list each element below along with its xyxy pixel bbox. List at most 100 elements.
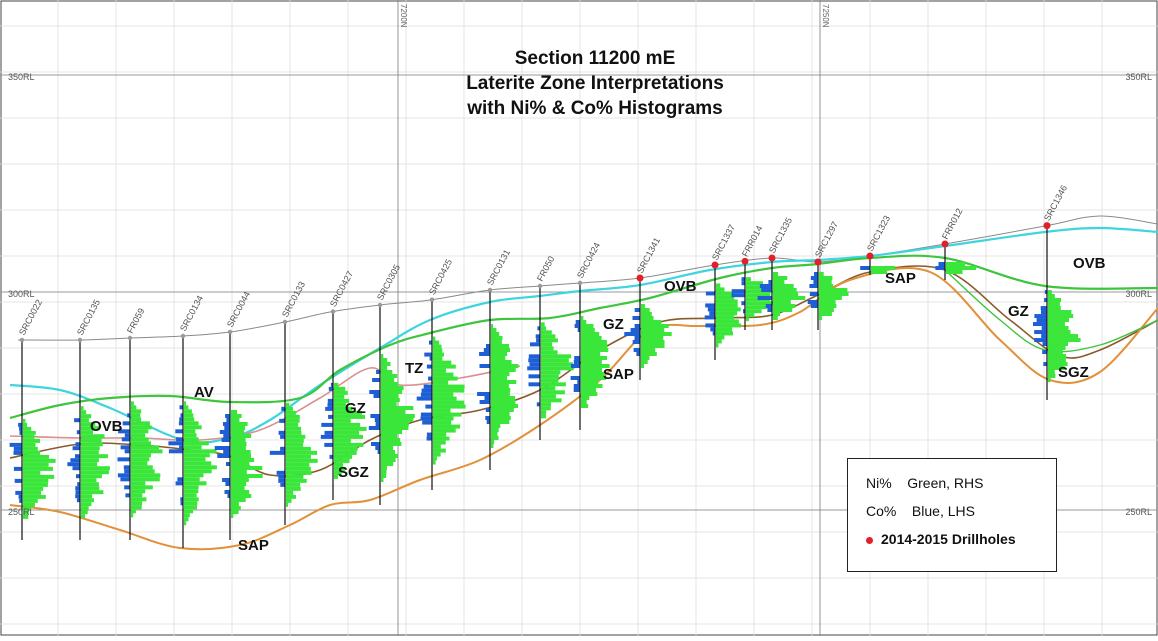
ni-histogram-bar: [491, 440, 495, 444]
ni-histogram-bar: [334, 450, 357, 455]
ni-histogram-bar: [286, 414, 300, 419]
co-histogram-bar: [807, 300, 818, 304]
co-histogram-bar: [530, 342, 540, 347]
co-histogram-bar: [281, 406, 285, 411]
ni-histogram-bar: [286, 434, 306, 439]
ni-histogram-bar: [641, 340, 665, 344]
ni-histogram-bar: [23, 418, 26, 423]
collar-marker: [487, 287, 493, 293]
co-histogram-bar: [327, 398, 333, 403]
co-histogram-bar: [178, 421, 183, 426]
collar-marker: [537, 283, 543, 289]
ni-histogram-bar: [81, 470, 109, 475]
ni-histogram-bar: [184, 505, 197, 510]
ni-histogram-bar: [581, 320, 587, 324]
drillhole-label: FRR014: [740, 224, 765, 258]
ni-histogram-bar: [231, 490, 250, 494]
ni-histogram-bar: [773, 276, 788, 280]
ni-histogram-bar: [131, 509, 136, 514]
ni-histogram-bar: [641, 348, 656, 352]
ni-histogram-bar: [23, 486, 44, 491]
ni-histogram-bar: [1048, 302, 1060, 307]
co-histogram-bar: [528, 382, 540, 387]
co-histogram-bar: [13, 466, 22, 471]
co-histogram-bar: [535, 334, 540, 339]
co-histogram-bar: [426, 432, 432, 437]
ni-histogram-bar: [716, 331, 733, 336]
ni-histogram-bar: [716, 303, 738, 308]
ni-histogram-bar: [581, 360, 602, 364]
co-histogram-bar: [761, 288, 772, 292]
co-histogram-bar: [809, 284, 818, 288]
ni-histogram-bar: [381, 362, 391, 366]
ni-histogram-bar: [131, 465, 153, 470]
collar-marker: [227, 329, 233, 335]
co-histogram-bar: [1041, 310, 1047, 315]
ni-histogram-bar: [184, 497, 199, 502]
ni-histogram-bar: [81, 462, 98, 467]
ni-histogram-bar: [81, 410, 87, 415]
co-histogram-bar: [19, 426, 22, 431]
ni-histogram-bar: [491, 356, 506, 360]
ni-histogram-bar: [433, 396, 457, 401]
ni-histogram-bar: [641, 312, 652, 316]
drillhole-label: SRC1346: [1042, 183, 1069, 222]
co-histogram-bar: [328, 386, 333, 391]
ni-histogram-bar: [184, 521, 187, 526]
zone-label-sap-left: SAP: [238, 537, 269, 554]
ni-histogram-bar: [491, 416, 511, 420]
ni-histogram-bar: [746, 289, 772, 294]
ni-histogram-bar: [334, 410, 362, 415]
ni-histogram-bar: [433, 368, 446, 373]
ni-histogram-bar: [231, 498, 246, 502]
ni-histogram-bar: [381, 466, 387, 470]
co-histogram-bar: [179, 445, 183, 450]
co-histogram-bar: [75, 454, 80, 459]
drillhole: SRC1297: [807, 220, 849, 330]
ni-histogram-bar: [581, 344, 608, 348]
ni-histogram-bar: [746, 313, 755, 318]
ni-histogram-bar: [581, 388, 596, 392]
co-histogram-bar: [13, 450, 22, 455]
co-histogram-bar: [321, 422, 333, 427]
zone-label-sgz-mid: SGZ: [338, 464, 369, 481]
co-histogram-bar: [709, 311, 715, 316]
ni-histogram-bar: [184, 509, 194, 514]
ni-histogram-bar: [184, 501, 198, 506]
ni-histogram-bar: [1048, 354, 1067, 359]
co-histogram-bar: [574, 356, 580, 360]
section-title: Section 11200 mE Laterite Zone Interpret…: [420, 46, 770, 121]
co-histogram-bar: [278, 430, 285, 435]
ni-histogram-bar: [184, 449, 217, 454]
co-histogram-bar: [13, 446, 22, 451]
co-histogram-bar: [72, 446, 80, 451]
co-histogram-bar: [269, 450, 285, 455]
ni-histogram-bar: [184, 469, 212, 474]
ni-histogram-bar: [641, 304, 645, 308]
co-histogram-bar: [324, 442, 333, 447]
co-histogram-bar: [180, 413, 183, 418]
ni-histogram-bar: [716, 319, 739, 324]
co-histogram-bar: [741, 281, 745, 286]
co-histogram-bar: [1034, 330, 1047, 335]
ni-histogram-bar: [184, 485, 199, 490]
ni-histogram-bar: [286, 438, 304, 443]
ni-histogram-bar: [23, 506, 31, 511]
ni-histogram-bar: [381, 370, 393, 374]
ni-histogram-bar: [184, 517, 189, 522]
ni-histogram-bar: [131, 473, 161, 478]
ni-histogram-bar: [716, 291, 735, 296]
ni-histogram-bar: [716, 283, 721, 288]
ni-histogram-bar: [381, 418, 414, 422]
ni-histogram-bar: [286, 410, 296, 415]
ni-histogram-bar: [231, 410, 238, 414]
drillhole-label: SRC1323: [865, 214, 892, 253]
ni-histogram-bar: [491, 352, 508, 356]
gz-far-line: [944, 269, 1158, 353]
co-histogram-bar: [223, 450, 230, 454]
co-histogram-bar: [731, 293, 745, 298]
co-histogram-bar: [479, 400, 490, 404]
new-drillhole-marker: [1043, 222, 1051, 230]
co-histogram-bar: [214, 446, 230, 450]
